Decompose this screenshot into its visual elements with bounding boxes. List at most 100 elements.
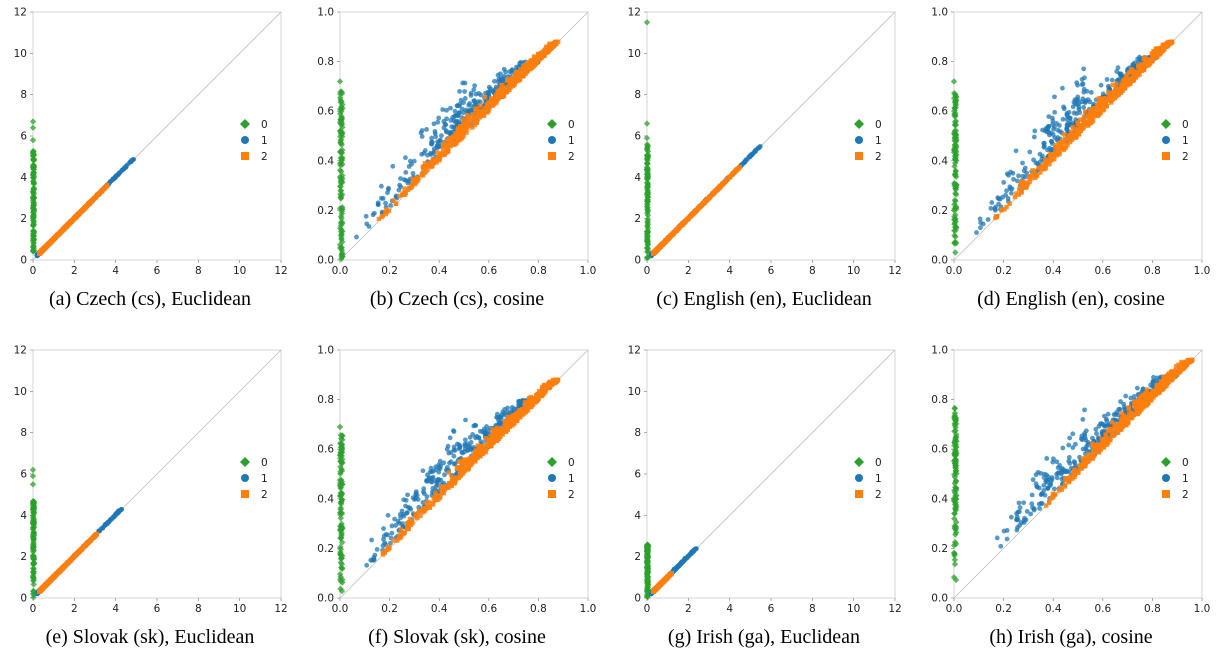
- series-2-point: [1047, 162, 1052, 167]
- series-1-point: [1005, 196, 1011, 201]
- series-2-point: [1128, 81, 1133, 86]
- series-1-point: [989, 200, 995, 205]
- series-2-point: [434, 160, 439, 165]
- series-2-point: [478, 103, 483, 108]
- series-1-point: [1104, 77, 1110, 82]
- series-2-point: [679, 222, 684, 228]
- series-2-point: [1101, 102, 1107, 107]
- series-2-point: [80, 207, 85, 213]
- series-2-point: [1163, 44, 1169, 50]
- y-tick-label: 4: [20, 510, 27, 522]
- series-2-point: [73, 214, 78, 220]
- series-2-point: [455, 138, 461, 143]
- legend-marker-diamond: [854, 119, 864, 129]
- series-2-point: [520, 71, 525, 76]
- series-1-point: [1085, 97, 1091, 103]
- series-0-point: [338, 168, 345, 175]
- series-1-point: [468, 107, 473, 113]
- y-tick-label: 0.6: [317, 106, 334, 118]
- series-1-point: [390, 163, 396, 169]
- series-2-point: [463, 126, 469, 132]
- chart-panel-c: 0 0 2 2 4 4 6 6 8 8 10 10 12 12 0 1 2 (c) English (en), E…: [614, 0, 914, 330]
- series-1-point: [401, 177, 407, 183]
- series-1-point: [378, 183, 384, 189]
- series-1-point: [1057, 129, 1063, 134]
- y-tick-label: 2: [20, 213, 27, 225]
- series-1-point: [1013, 148, 1019, 154]
- x-tick-label: 10: [847, 265, 860, 277]
- x-tick-label: 0.6: [480, 265, 497, 277]
- series-1-point: [1007, 184, 1013, 190]
- series-0-point: [339, 249, 346, 257]
- series-2-point: [1047, 152, 1053, 157]
- series-2-point: [1114, 81, 1119, 86]
- x-tick-label: 0.8: [1144, 265, 1161, 277]
- series-1-point: [383, 200, 388, 206]
- series-2-point: [1079, 122, 1085, 128]
- series-2-point: [544, 44, 549, 49]
- series-1-point: [1020, 160, 1025, 166]
- series-2-point: [450, 135, 456, 141]
- series-1-point: [108, 516, 114, 522]
- series-2-point: [536, 53, 541, 59]
- series-2-point: [993, 215, 998, 221]
- series-1-point: [491, 78, 497, 84]
- series-2-point: [457, 124, 463, 129]
- series-2-point: [697, 205, 702, 210]
- series-0-point: [952, 134, 960, 141]
- series-1-point: [1023, 174, 1028, 180]
- series-1-point: [1027, 149, 1033, 155]
- series-2-point: [673, 229, 678, 234]
- series-2-point: [57, 230, 62, 236]
- series-2-point: [1106, 90, 1111, 95]
- series-1-point: [493, 84, 499, 90]
- series-0-point: [29, 118, 37, 125]
- series-2-point: [1092, 113, 1098, 118]
- legend-label: 1: [568, 135, 575, 147]
- series-1-point: [993, 207, 998, 213]
- series-2-point: [1007, 201, 1012, 207]
- x-tick-label: 0: [644, 265, 651, 277]
- legend-marker-square: [548, 152, 556, 160]
- caption-b: (b) Czech (cs), cosine: [369, 288, 545, 310]
- series-1-point: [403, 169, 409, 175]
- x-tick-label: 0.0: [946, 265, 963, 277]
- x-tick-label: 10: [233, 265, 246, 277]
- series-1-point: [123, 164, 129, 170]
- series-2-point: [1004, 204, 1009, 210]
- x-tick-label: 6: [154, 603, 161, 615]
- series-2-point: [1142, 65, 1148, 70]
- y-tick-label: 12: [628, 7, 641, 19]
- series-0-point: [30, 155, 37, 163]
- series-2-point: [711, 191, 716, 196]
- series-2-point: [482, 109, 487, 115]
- series-2-point: [671, 231, 676, 236]
- series-2-point: [1053, 145, 1058, 151]
- series-0-point: [338, 215, 345, 222]
- legend-label: 0: [568, 119, 575, 131]
- series-2-point: [470, 112, 476, 117]
- series-0-point: [643, 160, 651, 167]
- series-0-point: [30, 215, 37, 223]
- series-2-point: [477, 111, 482, 116]
- series-2-point: [1089, 108, 1094, 113]
- series-0-point: [337, 183, 344, 190]
- chart-panel-e: 0 0 2 2 4 4 6 6 8 8 10 10 12 12 0 1 2 (e) Slovak (sk), Eu…: [0, 338, 300, 668]
- series-2-point: [1020, 185, 1026, 190]
- series-1-point: [1011, 176, 1016, 182]
- legend-label: 0: [875, 119, 882, 131]
- series-2-point: [1072, 132, 1078, 137]
- series-2-point: [486, 100, 491, 105]
- series-1-point: [397, 182, 402, 188]
- series-2-point: [69, 556, 74, 562]
- series-1-point: [436, 115, 442, 121]
- series-1-point: [380, 196, 386, 201]
- series-0-point: [950, 149, 958, 156]
- series-2-point: [1082, 109, 1088, 114]
- y-tick-label: 10: [628, 48, 641, 60]
- series-2-point: [1136, 64, 1141, 69]
- series-2-point: [1036, 165, 1041, 171]
- y-tick-label: 0.4: [931, 155, 948, 167]
- series-2-point: [93, 194, 99, 199]
